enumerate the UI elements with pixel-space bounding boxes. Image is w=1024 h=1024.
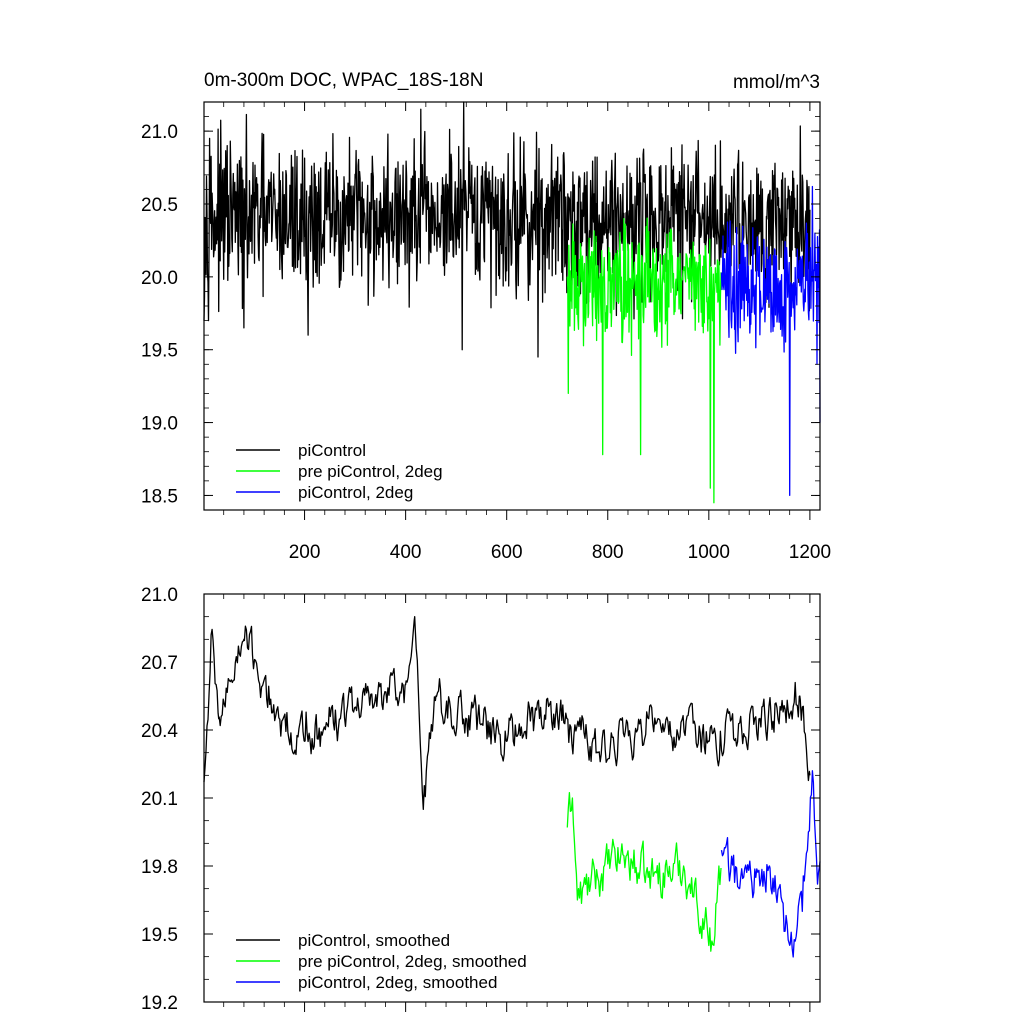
y-tick-label: 20.0 [141,268,178,289]
top-chart-units: mmol/m^3 [733,72,820,93]
top-legend: piControl pre piControl, 2deg piControl, 2… [236,441,443,502]
bottom-legend: piControl, smoothed pre piControl, 2deg, … [236,931,527,992]
series-line-picontrol [203,101,811,358]
x-tick-label: 400 [390,542,422,563]
bottom-series-group [203,616,821,958]
x-tick-label: 1200 [789,542,831,563]
series-line-picontrol-2deg-smoothed [720,770,821,958]
top-axis-ticks: 18.5 19.0 19.5 20.0 20.5 21.0 200 400 600 800 1000… [141,101,831,563]
x-tick-label: 600 [491,542,523,563]
y-tick-label: 20.7 [141,653,178,674]
y-tick-label: 20.5 [141,195,178,216]
y-tick-label: 18.5 [141,486,178,507]
y-tick-label: 20.4 [141,721,178,742]
legend-label: piControl, 2deg, smoothed [298,973,497,992]
y-tick-label: 19.2 [141,993,178,1014]
y-tick-label: 19.5 [141,925,178,946]
legend-label: pre piControl, 2deg, smoothed [298,952,527,971]
bottom-panel: 19.2 19.5 19.8 20.1 20.4 20.7 21.0 piControl, … [141,585,821,1014]
legend-label: pre piControl, 2deg [298,462,443,481]
top-panel: 0m-300m DOC, WPAC_18S-18N mmol/m^3 18.51… [141,70,831,563]
top-plot-frame [203,101,821,511]
top-chart-title: 0m-300m DOC, WPAC_18S-18N [204,70,483,91]
y-tick-label: 19.8 [141,857,178,878]
legend-label: piControl, smoothed [298,931,450,950]
x-tick-label: 200 [289,542,321,563]
y-tick-label: 20.1 [141,789,178,810]
series-line-picontrol-smoothed [203,616,811,810]
series-line-pre-picontrol-2deg-smoothed [566,792,722,952]
x-tick-label: 800 [592,542,624,563]
y-tick-label: 19.0 [141,414,178,435]
x-tick-label: 1000 [688,542,730,563]
series-line-pre-picontrol-2deg [566,217,723,504]
bottom-plot-frame [203,593,821,1003]
bottom-axis-ticks: 19.2 19.5 19.8 20.1 20.4 20.7 21.0 [141,585,820,1014]
legend-label: piControl, 2deg [298,483,413,502]
y-tick-label: 19.5 [141,341,178,362]
y-tick-label: 21.0 [141,585,178,606]
series-line-picontrol-2deg [720,185,821,497]
y-tick-label: 21.0 [141,122,178,143]
top-series-group [203,101,821,504]
legend-label: piControl [298,441,366,460]
